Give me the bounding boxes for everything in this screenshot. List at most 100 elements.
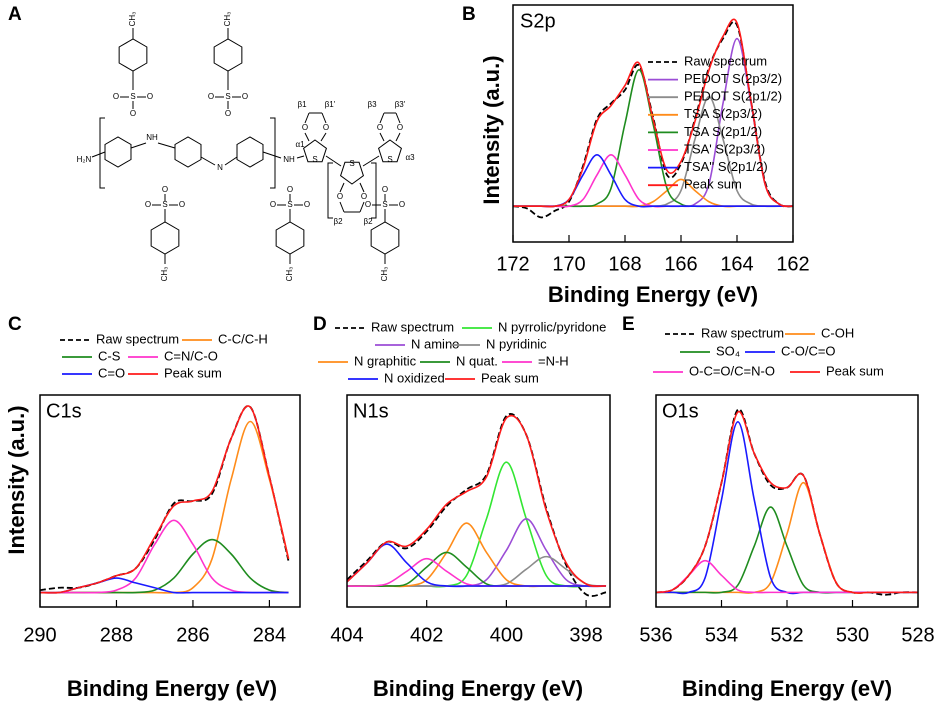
legend-label: SO₄	[716, 343, 740, 358]
spectrum-line	[656, 481, 918, 594]
x-tick-label: 288	[100, 624, 133, 646]
legend-label: Raw spectrum	[684, 53, 767, 68]
spectrum-line	[40, 405, 290, 592]
legend-label: PEDOT S(2p1/2)	[684, 89, 782, 104]
bond	[224, 156, 238, 166]
legend-label: PEDOT S(2p3/2)	[684, 71, 782, 86]
bond	[395, 112, 401, 124]
x-axis-title: Binding Energy (eV)	[373, 676, 583, 701]
spectrum-line	[347, 413, 607, 597]
spectrum-line	[40, 519, 289, 594]
bond	[157, 142, 176, 149]
legend-label: N quat.	[456, 353, 498, 368]
legend-label: C-C/C-H	[218, 331, 268, 346]
legend-label: C-S	[98, 348, 121, 363]
atom-label: β3	[367, 100, 377, 109]
plot-area	[513, 18, 793, 219]
bond	[304, 132, 310, 142]
atom-label: O	[147, 92, 153, 101]
legend-label: Peak sum	[826, 363, 884, 378]
legend-label: C-OH	[821, 325, 854, 340]
panel-label: B	[462, 4, 476, 25]
plot-frame	[655, 394, 919, 608]
panel-label: E	[622, 314, 635, 335]
spectrum-line	[513, 18, 793, 208]
legend-label: O-C=O/C=N-O	[689, 363, 775, 378]
bracket	[99, 117, 105, 189]
bond	[262, 151, 282, 159]
plot-area	[40, 405, 290, 594]
atom-label: O	[287, 185, 293, 194]
spectrum-line	[656, 411, 918, 594]
atom-label: CH₃	[380, 267, 389, 282]
bracket	[327, 162, 333, 219]
legend-label: N graphitic	[354, 353, 417, 368]
atom-label: O	[377, 123, 383, 132]
atom-label: β2	[333, 217, 343, 226]
bond	[325, 155, 342, 167]
atom-label: O	[225, 109, 231, 118]
legend-label: Peak sum	[481, 370, 539, 385]
x-tick-label: 398	[569, 624, 602, 646]
spectrum-line	[347, 543, 607, 588]
bond	[379, 112, 385, 124]
atom-label: CH₃	[223, 12, 232, 27]
atom-label: α1	[295, 140, 305, 149]
atom-label: β3'	[395, 100, 406, 109]
legend-label: N amino	[411, 336, 459, 351]
atom-label: O	[208, 92, 214, 101]
atom-label: β2	[363, 217, 373, 226]
atom-label: β1	[297, 100, 307, 109]
benzene-ring	[118, 38, 148, 72]
plot-frame	[512, 4, 794, 243]
y-axis-title: Intensity (a.u.)	[4, 405, 29, 554]
atom-label: α3	[405, 153, 415, 162]
bond	[362, 155, 380, 167]
spectrum-line	[347, 461, 607, 588]
atom-label: O	[397, 123, 403, 132]
spectrum-line	[656, 506, 918, 594]
atom-label: CH₃	[160, 267, 169, 282]
atom-label: O	[162, 185, 168, 194]
x-tick-label: 166	[664, 253, 697, 275]
benzene-ring	[370, 221, 400, 255]
x-tick-label: 284	[253, 624, 286, 646]
atom-label: H₂N	[77, 155, 92, 164]
legend-label: C=O	[98, 365, 125, 380]
x-axis-title: Binding Energy (eV)	[682, 676, 892, 701]
legend-label: Raw spectrum	[371, 319, 454, 334]
spectrum-line	[513, 178, 793, 208]
x-tick-label: 290	[23, 624, 56, 646]
bond	[395, 132, 401, 142]
x-axis-title: Binding Energy (eV)	[67, 676, 277, 701]
atom-label: O	[113, 92, 119, 101]
bond	[304, 112, 310, 124]
bracket	[371, 162, 377, 219]
plot-area	[347, 413, 607, 597]
x-tick-label: 536	[639, 624, 672, 646]
atom-label: S	[312, 155, 317, 164]
x-tick-label: 534	[705, 624, 738, 646]
bond	[379, 132, 385, 142]
bond	[296, 155, 305, 159]
benzene-ring	[150, 221, 180, 255]
spectrum-title: S2p	[520, 10, 556, 32]
atom-label: O	[304, 200, 310, 209]
bond	[91, 151, 106, 158]
x-tick-label: 530	[836, 624, 869, 646]
bond	[359, 182, 365, 193]
panel-label: C	[8, 314, 22, 335]
legend-label: Peak sum	[164, 365, 222, 380]
x-tick-label: 164	[720, 253, 753, 275]
thiophene-ring	[339, 161, 365, 185]
atom-label: O	[302, 123, 308, 132]
x-tick-label: 170	[552, 253, 585, 275]
benzene-ring	[275, 221, 305, 255]
atom-label: O	[242, 92, 248, 101]
benzene-ring	[174, 136, 202, 168]
atom-label: S	[387, 155, 392, 164]
x-tick-label: 172	[496, 253, 529, 275]
benzene-ring	[104, 136, 132, 168]
thiophene-ring	[302, 139, 328, 163]
